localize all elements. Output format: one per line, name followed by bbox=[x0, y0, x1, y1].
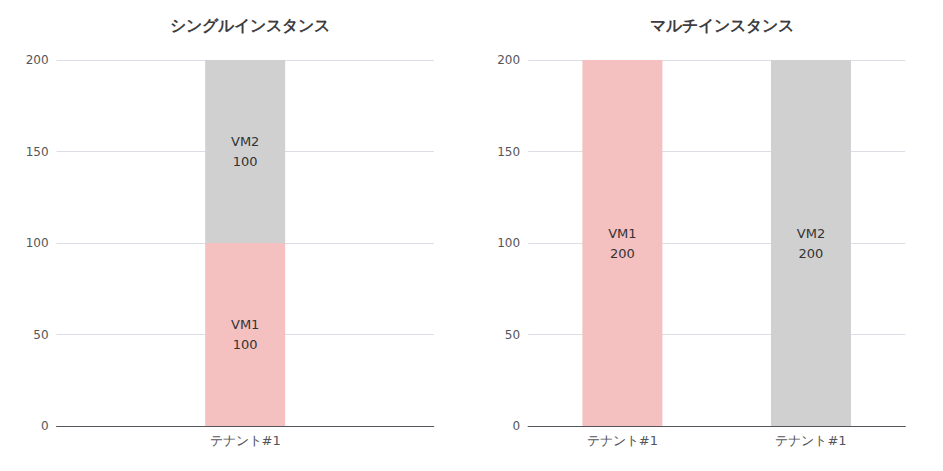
svg-text:100: 100 bbox=[497, 236, 520, 250]
svg-text:VM1: VM1 bbox=[231, 317, 259, 332]
svg-text:100: 100 bbox=[26, 236, 49, 250]
svg-text:100: 100 bbox=[233, 337, 258, 352]
svg-text:200: 200 bbox=[799, 246, 824, 261]
svg-text:VM1: VM1 bbox=[608, 226, 636, 241]
svg-text:50: 50 bbox=[33, 328, 48, 342]
svg-text:テナント#1: テナント#1 bbox=[775, 433, 846, 448]
svg-text:テナント#1: テナント#1 bbox=[587, 433, 658, 448]
svg-text:テナント#1: テナント#1 bbox=[210, 433, 281, 448]
svg-text:100: 100 bbox=[233, 154, 258, 169]
svg-text:0: 0 bbox=[41, 419, 49, 433]
svg-text:VM2: VM2 bbox=[797, 226, 825, 241]
svg-text:VM2: VM2 bbox=[231, 134, 259, 149]
svg-text:200: 200 bbox=[497, 53, 520, 67]
svg-text:150: 150 bbox=[497, 145, 520, 159]
svg-text:50: 50 bbox=[505, 328, 520, 342]
svg-text:シングルインスタンス: シングルインスタンス bbox=[170, 16, 330, 35]
svg-text:200: 200 bbox=[610, 246, 635, 261]
svg-text:150: 150 bbox=[26, 145, 49, 159]
svg-text:マルチインスタンス: マルチインスタンス bbox=[650, 16, 794, 35]
svg-text:200: 200 bbox=[26, 53, 49, 67]
svg-text:0: 0 bbox=[512, 419, 520, 433]
